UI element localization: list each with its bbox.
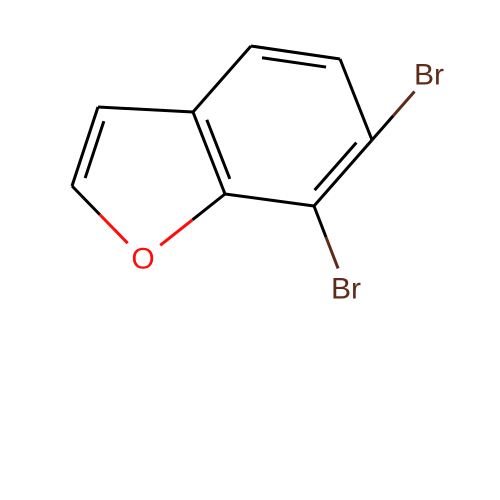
bond-inner: [262, 58, 326, 67]
bond-inner: [85, 121, 104, 178]
o-label: O: [131, 243, 154, 276]
bond: [225, 194, 314, 206]
bond: [314, 206, 326, 237]
bond: [314, 140, 372, 206]
bond-inner: [207, 120, 230, 179]
bond: [100, 215, 128, 244]
br-label: Br: [414, 59, 444, 92]
bond: [340, 59, 372, 140]
br-label: Br: [331, 273, 361, 306]
bond: [98, 107, 193, 112]
bond: [160, 220, 192, 246]
bond: [393, 92, 414, 116]
bond: [326, 237, 338, 268]
bond: [372, 116, 393, 140]
bond: [193, 194, 225, 220]
bond: [193, 46, 251, 112]
bond: [72, 186, 100, 215]
molecule-diagram: O Br Br: [0, 0, 500, 500]
